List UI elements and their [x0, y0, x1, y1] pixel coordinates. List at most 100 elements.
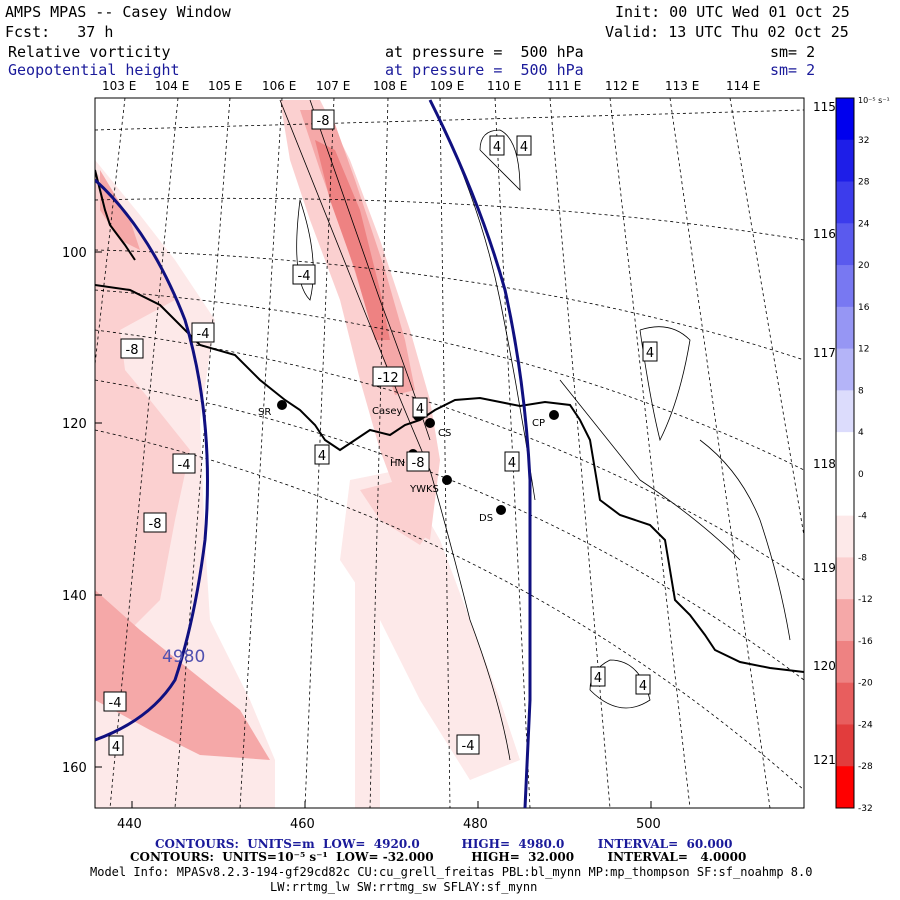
x-tick: 500 — [636, 817, 661, 832]
contour-label: 4 — [520, 140, 528, 155]
contour-label-box — [120, 338, 144, 359]
vorticity-fill-south-3 — [355, 560, 380, 808]
colorbar-tick: -28 — [858, 762, 873, 772]
station-ds-marker — [496, 505, 506, 515]
colorbar-segment — [836, 181, 854, 224]
station-label: YWKS — [409, 484, 439, 495]
colorbar-segment — [836, 390, 854, 433]
field2-name: Geopotential height — [8, 61, 180, 79]
field1-name: Relative vorticity — [8, 43, 171, 61]
contour-label-box — [642, 341, 658, 362]
colorbar-unit: 10⁻⁵ s⁻¹ — [858, 96, 890, 105]
contour-label: -4 — [109, 696, 122, 711]
colorbar-ticks: 32 28 24 20 16 12 8 4 0 -4 -8 -12 -16 -20 -24 -28 -32 — [858, 136, 873, 814]
colorbar-segment — [836, 348, 854, 391]
station-label: HN — [390, 458, 405, 469]
lon-label: 113 E — [665, 79, 699, 93]
vorticity-fill-south — [340, 470, 520, 780]
colorbar-segment — [836, 139, 854, 183]
contour-label: -8 — [126, 343, 139, 358]
lon-label: 105 E — [208, 79, 242, 93]
lon-label: 111 E — [547, 79, 581, 93]
field2-pressure: at pressure = 500 hPa — [385, 61, 584, 79]
colorbar-tick: -16 — [858, 637, 873, 647]
colorbar-segment — [836, 432, 854, 475]
contour-label-box — [489, 135, 505, 156]
lon-label: 104 E — [155, 79, 189, 93]
colorbar-tick: -32 — [858, 804, 873, 814]
coastline-west — [95, 169, 136, 261]
contour-label: 4 — [416, 402, 424, 417]
contour-label-box — [504, 451, 520, 472]
contour-label: -8 — [317, 114, 330, 129]
station-cp-marker — [549, 410, 559, 420]
colorbar-frame — [835, 97, 855, 809]
contour-label: 4 — [318, 449, 326, 464]
valid-time: Valid: 13 UTC Thu 02 Oct 25 — [605, 23, 849, 41]
colorbar-tick: -20 — [858, 679, 873, 689]
colorbar-segment — [836, 724, 854, 767]
contour-label: -4 — [178, 458, 191, 473]
colorbar-tick: 24 — [858, 219, 870, 229]
lon-label: 107 E — [316, 79, 350, 93]
contour-label-box — [103, 691, 127, 712]
vorticity-contour-info: CONTOURS: UNITS=10⁻⁵ s⁻¹ LOW= -32.000 HI… — [130, 850, 747, 864]
x-tick: 440 — [117, 817, 142, 832]
contour-label: 4 — [646, 346, 654, 361]
contour-label: 4 — [112, 740, 120, 755]
vorticity-fill-west-4 — [100, 170, 140, 250]
tick-marks — [95, 251, 652, 808]
contour-label: 4 — [639, 679, 647, 694]
colorbar-segment — [836, 473, 854, 517]
colorbar-tick: 8 — [858, 386, 864, 396]
lon-labels-top: 103 E 104 E 105 E 106 E 107 E 108 E 109 … — [102, 79, 760, 93]
colorbar-tick: 28 — [858, 178, 870, 188]
y-tick: 140 — [62, 589, 87, 604]
colorbar-tick: 20 — [858, 261, 870, 271]
contour-label-box — [516, 135, 532, 156]
model-title: AMPS MPAS -- Casey Window — [5, 3, 231, 21]
height-contour-info: CONTOURS: UNITS=m LOW= 4920.0 HIGH= 4980… — [155, 837, 733, 851]
colorbar-segment — [836, 306, 854, 350]
contour-label-box — [143, 512, 167, 533]
y-tick: 120 — [62, 417, 87, 432]
colorbar-tick: -4 — [858, 512, 867, 522]
x-tick: 460 — [290, 817, 315, 832]
station-ywks-marker — [442, 475, 452, 485]
colorbar-tick: 4 — [858, 428, 864, 438]
field1-pressure: at pressure = 500 hPa — [385, 43, 584, 61]
colorbar-tick: -24 — [858, 720, 873, 730]
colorbar-segment — [836, 98, 854, 141]
vorticity-shading — [95, 100, 520, 808]
contour-label-box — [635, 674, 651, 695]
axis-ticks: 440 460 480 500 100 120 140 160 — [62, 246, 661, 832]
lon-label: 108 E — [373, 79, 407, 93]
colorbar-tick: 16 — [858, 303, 870, 313]
contour-label: -4 — [298, 269, 311, 284]
colorbar-segment — [836, 223, 854, 266]
contour-label: -8 — [149, 517, 162, 532]
contour-label: 4 — [508, 456, 516, 471]
station-sr-marker — [277, 400, 287, 410]
plot-frame — [94, 97, 805, 809]
station-label: CP — [532, 418, 545, 429]
colorbar-tick: -12 — [858, 595, 873, 605]
contour-label: 4 — [493, 140, 501, 155]
y-tick: 160 — [62, 761, 87, 776]
vorticity-fill-streak-3 — [315, 140, 390, 340]
colorbar — [835, 97, 855, 809]
lon-label: 106 E — [262, 79, 296, 93]
contour-label: -12 — [377, 371, 398, 386]
lon-label: 103 E — [102, 79, 136, 93]
colorbar-segment — [836, 265, 854, 308]
height-contour-label: 4980 — [162, 647, 205, 667]
contour-label-box — [372, 366, 404, 387]
colorbar-segment — [836, 766, 854, 809]
lon-label: 112 E — [605, 79, 639, 93]
colorbar-tick: -8 — [858, 553, 867, 563]
forecast-hour: Fcst: 37 h — [5, 23, 114, 41]
height-contours — [95, 99, 532, 808]
field1-smoothing: sm= 2 — [770, 43, 816, 61]
